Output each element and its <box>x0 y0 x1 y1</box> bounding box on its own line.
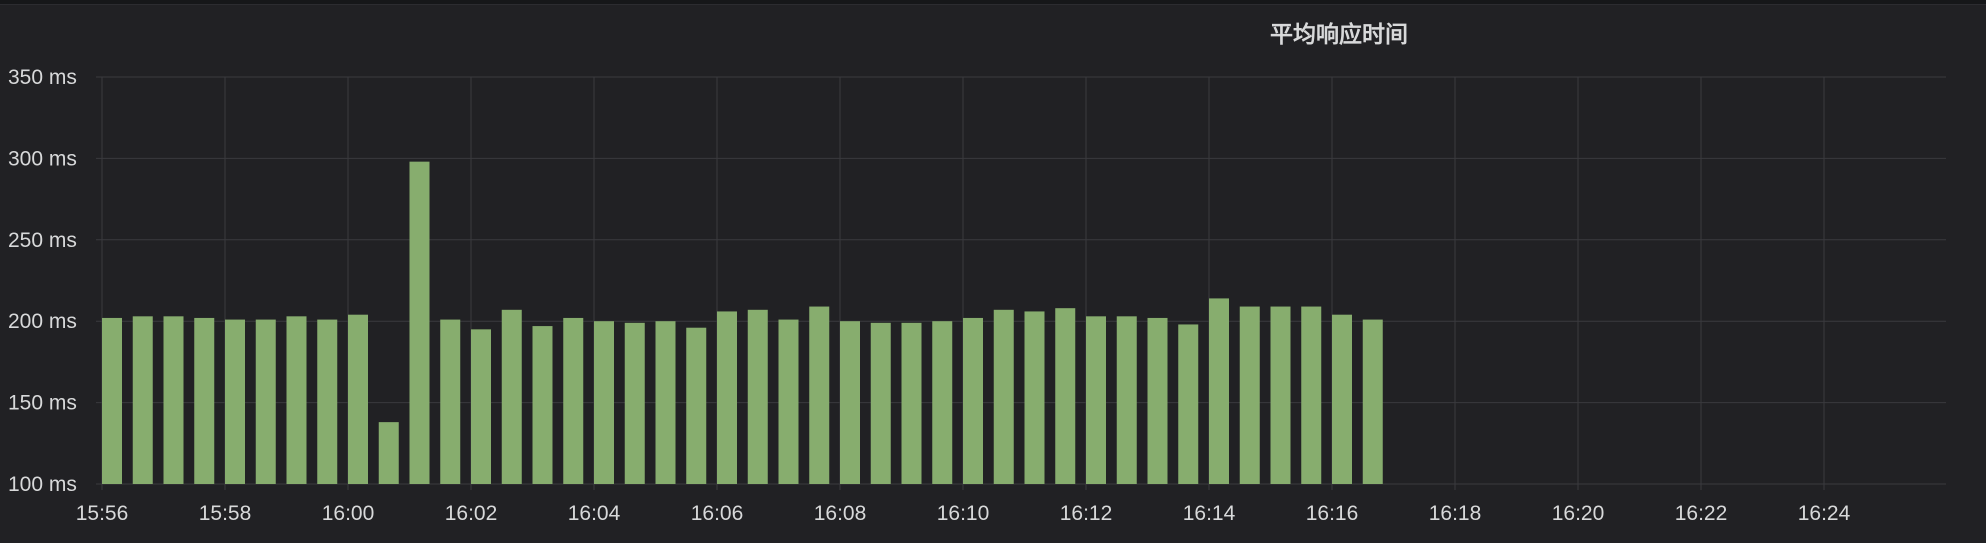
x-tick-label: 16:22 <box>1675 502 1728 525</box>
bar <box>563 317 584 484</box>
bar <box>809 306 830 484</box>
bar <box>993 309 1014 484</box>
bars <box>102 161 1383 484</box>
bar <box>963 317 983 484</box>
bar <box>655 321 676 484</box>
bar <box>471 329 491 484</box>
bar <box>409 161 430 484</box>
bar <box>1270 306 1291 484</box>
bar <box>1301 306 1322 484</box>
x-tick-label: 16:08 <box>814 502 867 525</box>
bar <box>378 422 399 484</box>
bar <box>901 322 922 484</box>
bar <box>163 316 184 484</box>
bar <box>1362 319 1383 484</box>
x-tick-label: 16:18 <box>1429 502 1482 525</box>
bar <box>778 319 799 484</box>
bar <box>348 314 368 484</box>
bar <box>1055 308 1076 484</box>
bar <box>286 316 307 484</box>
bar <box>840 321 860 484</box>
y-tick-label: 300 ms <box>8 147 77 170</box>
bar <box>624 322 645 484</box>
x-tick-label: 15:56 <box>76 502 129 525</box>
bar <box>686 327 707 484</box>
bar <box>594 321 614 484</box>
x-tick-label: 16:14 <box>1183 502 1236 525</box>
bar <box>132 316 153 484</box>
bar <box>532 326 553 484</box>
y-tick-label: 350 ms <box>8 66 77 89</box>
x-tick-label: 16:16 <box>1306 502 1359 525</box>
bar <box>1116 316 1137 484</box>
panel-title: 平均响应时间 <box>1270 22 1408 48</box>
bar <box>102 317 122 484</box>
y-tick-label: 200 ms <box>8 310 77 333</box>
x-tick-label: 16:04 <box>568 502 621 525</box>
bar <box>1209 298 1229 484</box>
bar <box>225 319 245 484</box>
bar <box>194 317 215 484</box>
x-tick-label: 15:58 <box>199 502 252 525</box>
y-tick-label: 250 ms <box>8 229 77 252</box>
bar <box>255 319 276 484</box>
x-axis: 15:56 15:58 16:00 16:02 16:04 16:06 16:08 16:10… <box>76 502 1851 525</box>
bar <box>932 321 953 484</box>
y-tick-label: 100 ms <box>8 473 77 496</box>
bar <box>1147 317 1168 484</box>
x-tick-label: 16:06 <box>691 502 744 525</box>
bar <box>1024 311 1045 484</box>
grid <box>96 76 1946 490</box>
bar <box>1178 324 1199 484</box>
x-tick-label: 16:10 <box>937 502 990 525</box>
bar <box>1239 306 1260 484</box>
bar <box>717 311 737 484</box>
bar <box>870 322 891 484</box>
x-tick-label: 16:12 <box>1060 502 1113 525</box>
y-axis: 100 ms 150 ms 200 ms 250 ms 300 ms 350 ms <box>8 66 77 496</box>
bar <box>317 319 338 484</box>
y-tick-label: 150 ms <box>8 392 77 415</box>
bar <box>440 319 461 484</box>
x-tick-label: 16:00 <box>322 502 375 525</box>
x-tick-label: 16:24 <box>1798 502 1851 525</box>
bar <box>1086 316 1106 484</box>
bar <box>1332 314 1352 484</box>
bar <box>501 309 522 484</box>
x-tick-label: 16:20 <box>1552 502 1605 525</box>
x-tick-label: 16:02 <box>445 502 498 525</box>
bar <box>747 309 768 484</box>
